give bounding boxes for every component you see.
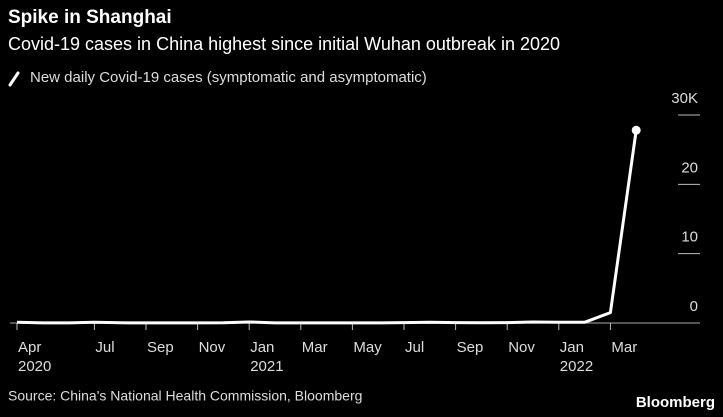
x-tick-label: Jan: [560, 339, 584, 356]
x-tick-label: Sep: [147, 339, 174, 356]
x-year-label: 2022: [560, 358, 593, 375]
x-tick-label: Nov: [199, 339, 226, 356]
source: Source: China's National Health Commissi…: [8, 388, 362, 404]
y-tick-label: 0: [690, 298, 698, 315]
x-tick-label: Sep: [457, 339, 484, 356]
legend-label: New daily Covid-19 cases (symptomatic an…: [30, 69, 427, 86]
x-tick-label: Mar: [302, 339, 328, 356]
y-tick-label: 20: [681, 159, 698, 176]
x-tick-label: May: [353, 339, 382, 356]
chart-title: Spike in Shanghai: [8, 7, 172, 28]
legend-swatch: [8, 71, 20, 87]
x-tick-label: Mar: [611, 339, 637, 356]
y-tick-label: 10: [681, 229, 698, 246]
end-dot: [631, 125, 641, 135]
series-line: [16, 130, 638, 325]
x-tick-label: Jul: [405, 339, 424, 356]
x-year-label: 2020: [18, 358, 51, 375]
x-tick-label: Jan: [250, 339, 274, 356]
y-tick-label: 30K: [671, 90, 698, 107]
x-year-label: 2021: [250, 358, 283, 375]
x-tick-label: Apr: [18, 339, 41, 356]
chart-subtitle: Covid-19 cases in China highest since in…: [8, 34, 560, 54]
x-tick-label: Nov: [508, 339, 535, 356]
x-tick-label: Jul: [95, 339, 114, 356]
brand: Bloomberg: [636, 394, 715, 411]
